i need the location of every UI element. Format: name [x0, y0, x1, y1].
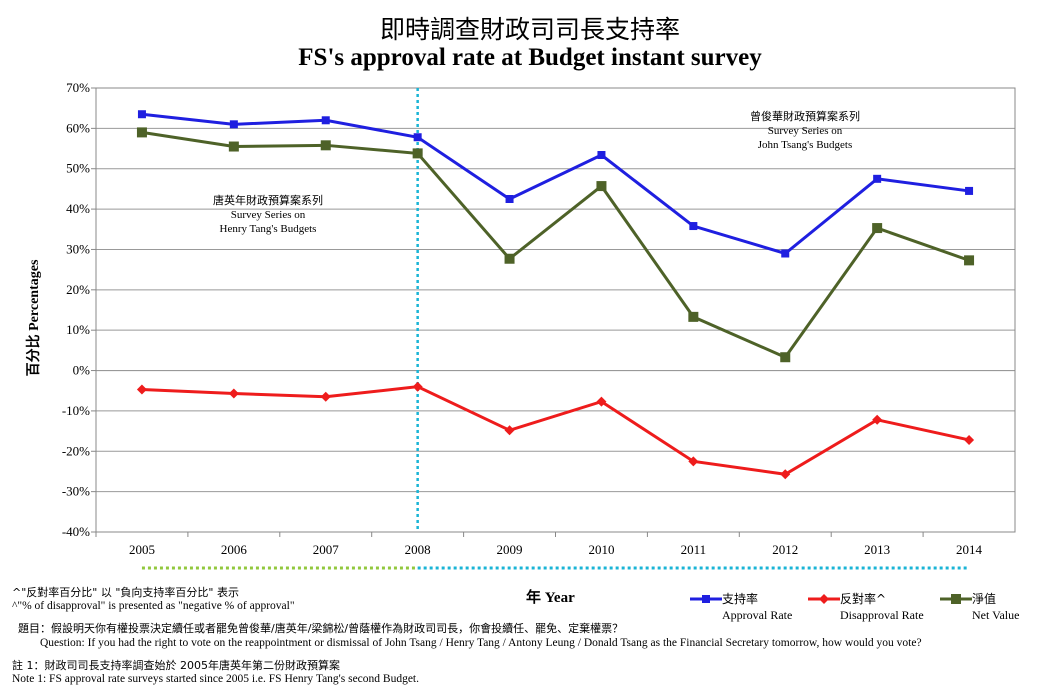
- y-axis-title: 百分比 Percentages: [25, 259, 42, 376]
- data-point: [412, 381, 423, 392]
- annotation-en: Survey Series on: [768, 125, 843, 137]
- annotation-en: Henry Tang's Budgets: [220, 223, 317, 235]
- data-point: [781, 249, 790, 258]
- x-tick-label: 2006: [221, 542, 248, 557]
- y-tick-label: 50%: [66, 161, 90, 176]
- note1-zh: 註 1：財政司司長支持率調查始於 2005年唐英年第二份財政預算案: [12, 659, 340, 672]
- data-point: [504, 425, 515, 436]
- legend-net-zh: 淨值: [972, 592, 997, 606]
- question-zh: 題目：假設明天你有權投票決定續任或者罷免曾俊華/唐英年/梁錦松/曾蔭權作為財政司…: [18, 622, 624, 635]
- legend-disapproval-zh: 反對率^: [840, 592, 887, 606]
- annotation-en: John Tsang's Budgets: [758, 139, 853, 151]
- question-en: Question: If you had the right to vote o…: [40, 637, 922, 649]
- legend-disapproval: 反對率^ Disapproval Rate: [840, 590, 924, 623]
- y-tick-label: 70%: [66, 80, 90, 95]
- data-point: [872, 223, 883, 234]
- x-tick-label: 2005: [129, 542, 155, 557]
- legend-net-en: Net Value: [972, 608, 1020, 622]
- data-point: [229, 120, 238, 129]
- data-point: [136, 127, 147, 138]
- data-point: [780, 469, 791, 480]
- x-tick-label: 2013: [864, 542, 890, 557]
- series-line: [141, 130, 970, 360]
- annotation-zh: 曾俊華財政預算案系列: [750, 109, 860, 123]
- data-point: [872, 414, 883, 425]
- y-tick-label: -20%: [62, 443, 90, 458]
- y-tick-label: -40%: [62, 524, 90, 539]
- y-tick-label: 60%: [66, 120, 90, 135]
- x-tick-label: 2009: [497, 542, 523, 557]
- x-tick-label: 2012: [772, 542, 798, 557]
- x-tick-label: 2011: [681, 542, 707, 557]
- data-point: [504, 253, 515, 264]
- y-tick-label: 40%: [66, 201, 90, 216]
- series-line: [141, 112, 970, 256]
- data-point: [965, 186, 974, 195]
- data-point: [505, 195, 514, 203]
- data-point: [413, 133, 422, 142]
- x-tick-label: 2010: [588, 542, 614, 557]
- legend-approval-swatch: [690, 595, 722, 603]
- legend-net: 淨值 Net Value: [972, 590, 1019, 623]
- annotation-en: Survey Series on: [231, 209, 306, 221]
- y-tick-label: 0%: [73, 363, 91, 378]
- y-tick-label: -30%: [62, 484, 90, 499]
- data-point: [321, 116, 330, 125]
- data-point: [596, 396, 607, 407]
- legend-net-swatch: [940, 594, 972, 604]
- data-point: [228, 388, 239, 399]
- legend-disapproval-en: Disapproval Rate: [840, 608, 924, 622]
- x-axis-title: 年 Year: [526, 590, 575, 606]
- data-point: [137, 110, 146, 119]
- x-tick-label: 2007: [313, 542, 340, 557]
- legend-approval: 支持率 Approval Rate: [722, 590, 792, 623]
- data-point: [597, 151, 606, 160]
- legend-approval-zh: 支持率: [722, 592, 759, 606]
- data-point: [688, 456, 699, 467]
- y-tick-label: -10%: [62, 403, 90, 418]
- data-point: [320, 391, 331, 402]
- footnote-en: ^"% of disapproval" is presented as "neg…: [12, 600, 295, 612]
- data-point: [136, 384, 147, 395]
- x-tick-label: 2014: [956, 542, 983, 557]
- legend-disapproval-swatch: [808, 594, 840, 604]
- annotation-zh: 唐英年財政預算案系列: [213, 193, 323, 207]
- data-point: [320, 140, 331, 151]
- data-point: [228, 141, 239, 152]
- y-tick-label: 30%: [66, 241, 90, 256]
- data-point: [780, 352, 791, 363]
- data-point: [964, 434, 975, 445]
- x-tick-label: 2008: [405, 542, 431, 557]
- data-point: [964, 255, 975, 266]
- data-point: [688, 311, 699, 322]
- chart-title-zh: 即時調查財政司司長支持率: [379, 15, 680, 44]
- footnote-zh: ^"反對率百分比" 以 "負向支持率百分比" 表示: [12, 586, 239, 599]
- data-point: [596, 181, 607, 192]
- y-tick-label: 20%: [66, 282, 90, 297]
- plot-frame: [95, 87, 1016, 533]
- series-line: [141, 385, 970, 476]
- y-tick-label: 10%: [66, 322, 90, 337]
- data-point: [873, 174, 882, 183]
- data-point: [689, 222, 698, 231]
- chart-title-en: FS's approval rate at Budget instant sur…: [298, 44, 762, 71]
- note1-en: Note 1: FS approval rate surveys started…: [12, 673, 419, 685]
- legend-approval-en: Approval Rate: [722, 608, 793, 622]
- data-point: [412, 148, 423, 159]
